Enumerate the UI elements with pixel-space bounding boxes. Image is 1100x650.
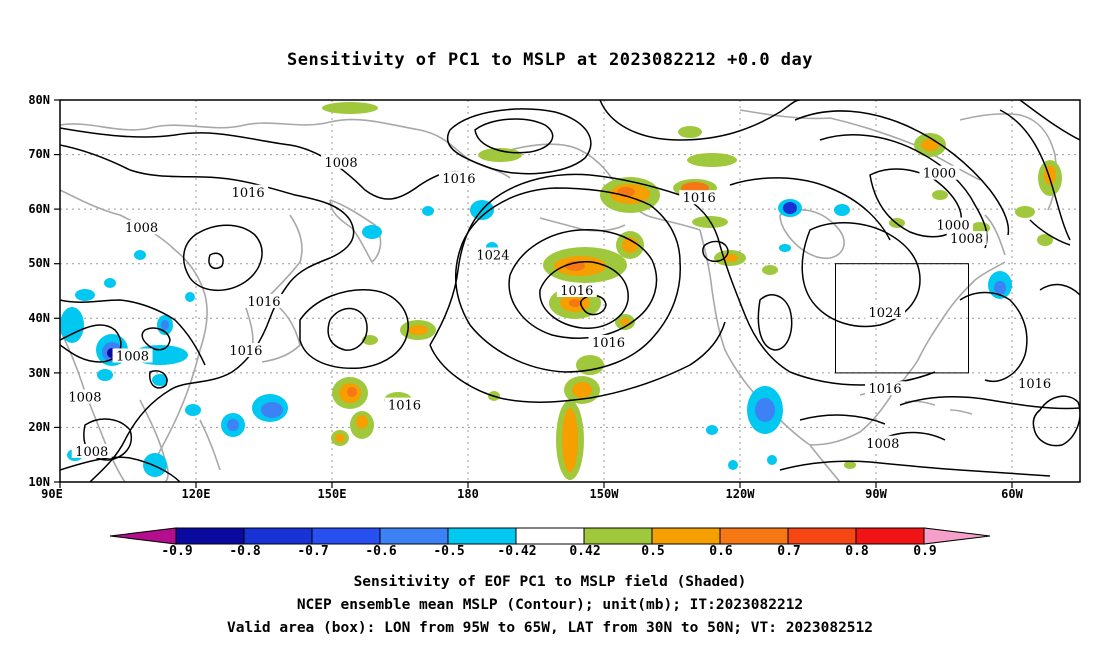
contour-label: 1016 xyxy=(869,382,902,397)
contour-label: 1016 xyxy=(560,284,593,299)
contour-label: 1016 xyxy=(247,295,280,310)
contour-label-bg xyxy=(228,184,269,199)
contour-label-bg xyxy=(321,154,362,169)
lat-label-40n: 40N xyxy=(28,311,50,325)
colorbar-swatch xyxy=(651,527,721,545)
contour-label: 1016 xyxy=(1018,377,1051,392)
colorbar-arrow-min xyxy=(109,527,177,545)
colorbar-label: -0.6 xyxy=(365,544,397,559)
contour-label-bg xyxy=(865,381,906,396)
colorbar-label: -0.8 xyxy=(229,544,261,559)
contour-label-bg xyxy=(865,304,906,319)
colorbar-label: -0.42 xyxy=(497,544,537,559)
contour-label-bg xyxy=(121,220,162,235)
contour-label: 1024 xyxy=(869,306,902,321)
colorbar-swatch xyxy=(583,527,653,545)
contour-label: 1008 xyxy=(950,232,983,247)
contour-labels: 1008 1016 1008 1016 1016 1008 1008 1008 1016 1024… xyxy=(64,154,1055,460)
lat-label-30n: 30N xyxy=(28,366,50,380)
colorbar-label: 0.5 xyxy=(641,544,665,559)
colorbar-swatch xyxy=(175,527,245,545)
contour-label-bg xyxy=(112,348,153,363)
caption-line-2: NCEP ensemble mean MSLP (Contour); unit(… xyxy=(296,597,804,613)
colorbar-swatch xyxy=(515,527,585,545)
contour-label: 1016 xyxy=(592,336,625,351)
contour-label-bg xyxy=(244,293,284,308)
caption-line-3: Valid area (box): LON from 95W to 65W, L… xyxy=(226,620,873,636)
contour-label: 1000 xyxy=(923,167,956,182)
contour-label-bg xyxy=(472,247,513,262)
lon-label-90e: 90E xyxy=(41,487,63,501)
valid-area-box xyxy=(835,263,969,374)
map-frame xyxy=(59,99,1081,483)
lon-label-60w: 60W xyxy=(1001,487,1023,501)
contour-label: 1016 xyxy=(683,191,716,206)
colorbar-label: 0.8 xyxy=(845,544,869,559)
colorbar-swatch xyxy=(787,527,857,545)
colorbar-legend xyxy=(109,527,991,545)
contour-label-bg xyxy=(862,435,903,450)
contour-label: 1008 xyxy=(116,349,149,364)
contour-label: 1016 xyxy=(442,172,475,187)
contour-label-bg xyxy=(71,443,112,458)
colorbar-arrow-max xyxy=(923,527,991,545)
lon-label-180: 180 xyxy=(457,487,479,501)
lat-label-70n: 70N xyxy=(28,147,50,161)
colorbar-swatch xyxy=(855,527,925,545)
colorbar-label: 0.9 xyxy=(913,544,937,559)
contour-label: 1008 xyxy=(325,156,358,171)
colorbar-swatch xyxy=(311,527,381,545)
contour-label: 1016 xyxy=(229,344,262,359)
contour-label: 1008 xyxy=(75,445,108,460)
contour-label-bg xyxy=(384,397,425,412)
colorbar-swatch xyxy=(379,527,449,545)
colorbar-label: 0.6 xyxy=(709,544,733,559)
lon-label-150e: 150E xyxy=(317,487,347,501)
contour-label-bg xyxy=(225,343,266,358)
contour-label: 1016 xyxy=(388,399,421,414)
lon-label-150w: 150W xyxy=(589,487,619,501)
contour-label-bg xyxy=(438,171,479,186)
contour-label: 1008 xyxy=(125,221,158,236)
colorbar-label: -0.9 xyxy=(161,544,193,559)
contour-label: 1008 xyxy=(866,437,899,452)
contour-label-bg xyxy=(919,165,960,180)
caption-line-1: Sensitivity of EOF PC1 to MSLP field (Sh… xyxy=(353,574,747,590)
contour-label: 1016 xyxy=(232,186,265,201)
contour-label-bg xyxy=(64,389,105,404)
colorbar-label: -0.7 xyxy=(297,544,329,559)
lat-label-20n: 20N xyxy=(28,420,50,434)
contour-label: 1024 xyxy=(476,249,509,264)
lat-label-50n: 50N xyxy=(28,256,50,270)
colorbar-label: -0.5 xyxy=(433,544,465,559)
lon-label-120e: 120E xyxy=(181,487,211,501)
contour-label: 1008 xyxy=(68,390,101,405)
mslp-contours xyxy=(60,100,1080,482)
lon-label-120w: 120W xyxy=(725,487,755,501)
axis-ticks xyxy=(54,99,1013,488)
contour-label-bg xyxy=(679,190,720,205)
lon-label-90w: 90W xyxy=(865,487,887,501)
lat-label-80n: 80N xyxy=(28,93,50,107)
contour-label-bg xyxy=(933,217,974,232)
colorbar-label: 0.42 xyxy=(569,544,601,559)
colorbar-label: 0.7 xyxy=(777,544,801,559)
colorbar-swatch xyxy=(243,527,313,545)
lat-label-60n: 60N xyxy=(28,202,50,216)
contour-label-bg xyxy=(946,231,987,246)
contour-label-bg xyxy=(1014,375,1055,390)
contour-label-bg xyxy=(556,283,597,297)
lat-label-10n: 10N xyxy=(28,475,50,489)
map-title: Sensitivity of PC1 to MSLP at 2023082212… xyxy=(286,50,813,70)
contour-label-bg xyxy=(588,334,629,349)
colorbar-swatch xyxy=(447,527,517,545)
contour-label: 1000 xyxy=(937,219,970,234)
positive-sensitivity-shading xyxy=(322,102,1062,480)
colorbar-swatch xyxy=(719,527,789,545)
